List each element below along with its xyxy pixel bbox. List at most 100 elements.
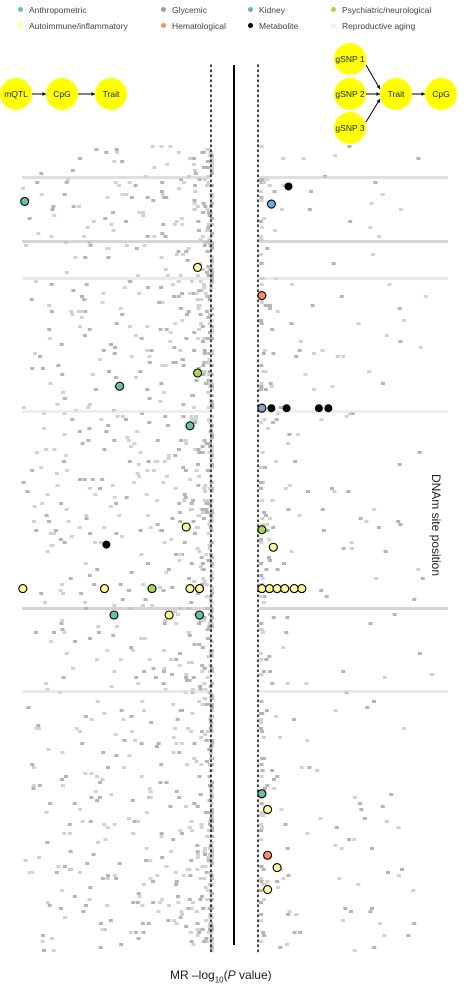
background-point [262,787,267,790]
background-point [192,331,197,334]
background-point [129,355,134,358]
background-point [149,349,154,352]
background-point [207,670,212,673]
background-point [200,703,205,706]
highlighted-point [257,403,267,413]
background-point [207,214,212,217]
background-point [180,709,185,712]
background-point [203,292,208,295]
background-point [165,424,170,427]
background-point [145,235,150,238]
background-point [93,541,98,544]
background-point [130,799,135,802]
background-point [139,637,144,640]
background-point [188,931,193,934]
background-point [98,781,103,784]
background-point [210,739,214,742]
background-point [181,403,186,406]
background-point [283,823,288,826]
background-point [259,838,263,841]
background-point [193,190,198,193]
background-point [204,502,209,505]
background-point [129,715,134,718]
background-point [187,292,192,295]
background-point [301,157,306,160]
background-point [180,223,185,226]
background-point [209,577,214,580]
background-point [189,907,194,910]
background-point [267,556,271,559]
background-point [398,208,403,211]
background-point [202,244,207,247]
background-point [202,487,207,490]
background-point [210,445,214,448]
background-point [411,889,416,892]
background-point [205,271,209,274]
background-point [259,652,263,655]
background-point [267,538,272,541]
background-point [39,193,44,196]
background-point [105,826,110,829]
x-axis-label-prefix: MR –log [170,968,215,982]
background-point [59,622,64,625]
background-point [261,601,266,604]
background-point [352,949,357,952]
background-point [197,475,201,478]
background-point [210,769,214,772]
highlighted-point [257,789,267,799]
background-point [21,187,26,190]
background-point [83,601,87,604]
background-point [23,859,28,862]
background-point [210,349,214,352]
background-point [134,247,139,250]
background-point [160,232,165,235]
highlighted-point [257,584,267,594]
background-point [206,559,211,562]
background-point [210,949,214,952]
diagram-node [425,78,457,110]
background-point [268,382,273,385]
background-point [267,184,272,187]
background-point [209,172,214,175]
background-point [205,250,210,253]
background-point [182,499,187,502]
background-point [334,826,339,829]
background-point [191,406,196,409]
background-point [172,295,177,298]
background-point [398,523,403,526]
background-point [195,844,200,847]
background-point [66,520,71,523]
background-point [200,235,205,238]
background-point [144,859,148,862]
background-point [209,811,214,814]
background-point [192,208,197,211]
background-point [420,577,425,580]
background-point [125,436,130,439]
background-point [204,919,209,922]
background-point [259,466,264,469]
background-point [45,688,50,691]
background-point [341,670,346,673]
legend-swatch [331,7,336,13]
background-point [100,877,105,880]
background-point [83,334,87,337]
background-point [191,292,196,295]
background-point [147,421,152,424]
background-point [261,670,266,673]
background-point [187,898,192,901]
background-point [208,502,213,505]
background-point [77,325,82,328]
background-point [209,256,214,259]
background-point [335,355,340,358]
background-point [41,934,45,937]
background-point [97,631,101,634]
background-point [128,931,133,934]
background-point [210,403,214,406]
background-point [135,472,140,475]
background-point [157,301,162,304]
background-point [178,307,183,310]
background-point [202,580,207,583]
background-point [386,871,390,874]
background-point [95,775,99,778]
background-point [142,637,147,640]
